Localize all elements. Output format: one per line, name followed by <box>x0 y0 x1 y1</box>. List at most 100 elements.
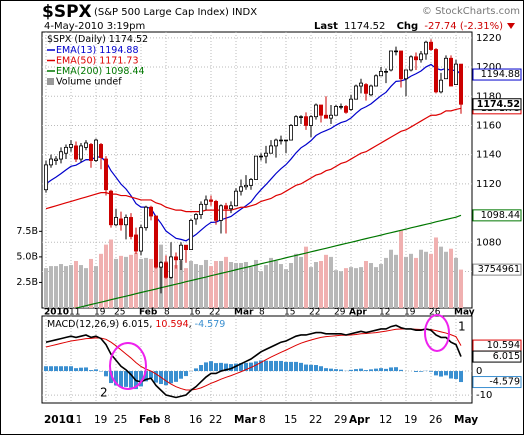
candle-body <box>153 215 158 268</box>
candle-body <box>79 145 84 160</box>
histogram-bar <box>339 369 343 372</box>
volume-bar <box>129 254 133 308</box>
candle-body <box>333 106 338 116</box>
histogram-bar <box>284 361 288 372</box>
histogram-bar <box>289 361 293 372</box>
candle-body <box>363 84 368 94</box>
candle-body <box>348 98 353 110</box>
candle-body <box>124 217 129 226</box>
histogram-bar <box>314 365 318 372</box>
volume-bar <box>69 265 73 308</box>
x-tick-label: May <box>454 414 478 426</box>
volume-bar <box>269 257 273 308</box>
volume-bar <box>314 262 318 308</box>
volume-bar <box>394 254 398 308</box>
x-tick-label: 19 <box>404 308 416 318</box>
volume-bar <box>299 256 303 308</box>
volume-bar <box>259 271 263 308</box>
histogram-bar <box>184 371 188 377</box>
candle-body <box>243 184 248 188</box>
candle-body <box>203 199 208 205</box>
candle-body <box>173 256 178 261</box>
histogram-bar <box>179 371 183 379</box>
histogram-bar <box>429 371 433 372</box>
histogram-bar <box>174 371 178 382</box>
histogram-bar <box>199 365 203 372</box>
legend-value: 1098.44 <box>105 66 144 77</box>
x-tick-label: Mar <box>234 308 254 318</box>
volume-bar <box>244 262 248 308</box>
volume-bar <box>399 230 403 308</box>
candle-body <box>138 227 143 252</box>
volume-tick-label: 5.0B <box>16 251 38 262</box>
histogram-bar <box>194 368 198 372</box>
legend-value: -4.579 <box>195 319 226 330</box>
candle-body <box>328 114 333 119</box>
candle-body <box>248 179 253 186</box>
histogram-bar <box>144 371 148 382</box>
x-tick-label: Mar <box>234 414 258 426</box>
histogram-bar <box>239 363 243 372</box>
line <box>45 324 462 399</box>
volume-bar <box>119 255 123 308</box>
volume-bar <box>309 267 313 308</box>
histogram-bar <box>49 366 53 372</box>
volume-bar <box>349 267 353 308</box>
volume-bar <box>219 260 223 308</box>
histogram-bar <box>164 371 168 386</box>
candle-body <box>313 104 318 118</box>
histogram-bar <box>84 367 88 372</box>
volume-bar <box>374 267 378 308</box>
volume-bar <box>174 265 178 308</box>
highlight-ellipse <box>424 314 450 352</box>
y-tick-label: 1140 <box>476 150 501 161</box>
candle-body <box>183 244 188 250</box>
candle-body <box>353 85 358 100</box>
candle-body <box>453 63 458 85</box>
volume-bar <box>279 264 283 308</box>
candle-body <box>433 49 438 93</box>
volume-bar <box>434 237 438 308</box>
x-tick-label: 22 <box>209 308 220 318</box>
histogram-bar <box>349 369 353 372</box>
histogram-bar <box>459 371 463 383</box>
candle-body <box>94 139 99 161</box>
value-box <box>472 68 522 81</box>
x-tick-label: 11 <box>69 414 82 426</box>
histogram-bar <box>309 364 313 372</box>
candle-body <box>418 53 423 61</box>
histogram-bar <box>394 367 398 372</box>
legend-entry: EMA(13) 1194.88 <box>56 45 139 56</box>
candle-body <box>213 200 218 221</box>
candle-body <box>443 57 448 80</box>
histogram-bar <box>44 366 48 372</box>
x-tick-label: 19 <box>94 308 106 318</box>
legend-label: EMA(50) <box>56 55 96 66</box>
legend-value: 1171.73 <box>99 55 138 66</box>
histogram-bar <box>434 371 438 376</box>
x-tick-label: 8 <box>164 414 171 426</box>
candle-body <box>143 206 148 229</box>
histogram-bar <box>94 369 98 372</box>
candle-body <box>258 155 263 158</box>
histogram-bar <box>259 360 263 372</box>
volume-bar <box>169 257 173 308</box>
candle-body <box>253 155 258 180</box>
candle-body <box>133 234 138 252</box>
volume-bar <box>109 239 113 308</box>
histogram-bar <box>299 362 303 372</box>
histogram-bar <box>169 371 173 384</box>
histogram-bar <box>449 371 453 379</box>
candle-body <box>163 262 168 278</box>
candle-body <box>99 144 104 158</box>
candle-body <box>368 85 373 96</box>
value-box <box>472 376 522 389</box>
value-box-label: 3754961 <box>478 264 520 275</box>
x-tick-label: 25 <box>114 414 127 426</box>
volume-bar <box>214 260 218 308</box>
value-box-label: 1194.88 <box>481 69 520 80</box>
candle-body <box>69 144 74 148</box>
plot-frame <box>41 315 473 404</box>
annotation: 2 <box>100 386 108 400</box>
volume-bar <box>249 267 253 308</box>
